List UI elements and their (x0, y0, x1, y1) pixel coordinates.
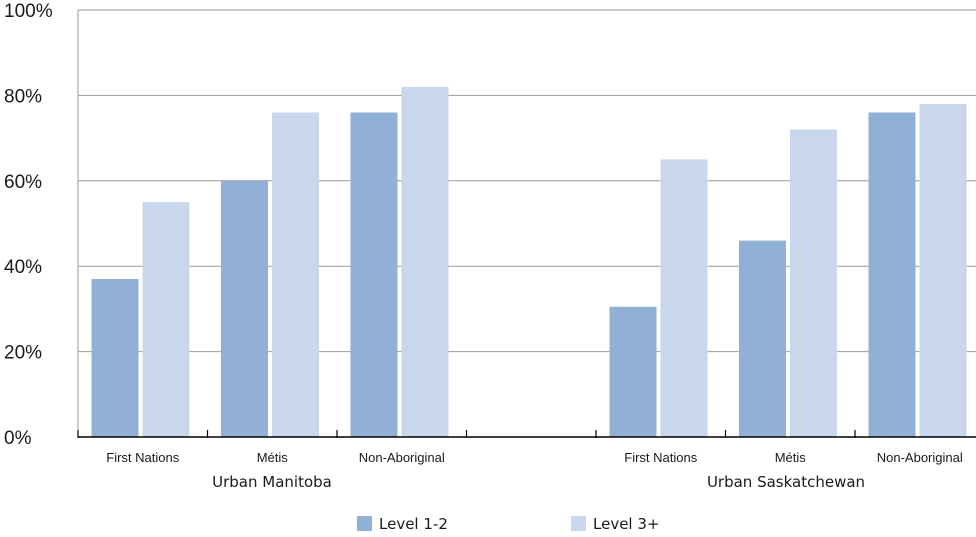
category-label: Non-Aboriginal (877, 450, 963, 465)
bar-level-3- (660, 159, 708, 437)
gridlines (77, 9, 976, 437)
group-label: Urban Saskatchewan (707, 473, 865, 491)
y-tick-label: 80% (4, 86, 42, 107)
legend-swatch (571, 516, 586, 531)
y-tick-label: 0% (4, 428, 32, 449)
legend-swatch (357, 516, 372, 531)
bar-level-1-2 (609, 306, 657, 437)
bar-level-1-2 (350, 112, 398, 437)
bar-level-1-2 (739, 240, 786, 437)
group-label: Urban Manitoba (212, 473, 332, 491)
category-label: First Nations (106, 450, 179, 465)
bar-level-1-2 (221, 180, 268, 438)
bar-level-3- (401, 86, 449, 438)
x-axis (77, 430, 976, 438)
category-label: First Nations (624, 450, 697, 465)
bar-level-3- (790, 129, 837, 437)
y-axis-ticks: 0% 20% 40% 60% 80% 100% (4, 1, 53, 449)
legend-label: Level 1-2 (379, 515, 448, 533)
y-tick-label: 20% (4, 343, 42, 364)
bar-level-3- (142, 202, 190, 437)
bar-level-3- (272, 112, 319, 437)
legend-label: Level 3+ (593, 515, 659, 533)
category-label: Non-Aboriginal (359, 450, 445, 465)
y-tick-label: 100% (4, 1, 53, 22)
category-label: Métis (775, 450, 807, 465)
bar-level-3- (919, 103, 967, 437)
bar-level-1-2 (91, 279, 139, 437)
y-tick-label: 60% (4, 172, 42, 193)
legend: Level 1-2 Level 3+ (357, 515, 659, 533)
x-axis-labels: First Nations Métis Non-Aboriginal First Na… (106, 450, 963, 491)
bar-level-1-2 (868, 112, 916, 437)
y-tick-label: 40% (4, 257, 42, 278)
bars (91, 86, 967, 438)
category-label: Métis (257, 450, 289, 465)
